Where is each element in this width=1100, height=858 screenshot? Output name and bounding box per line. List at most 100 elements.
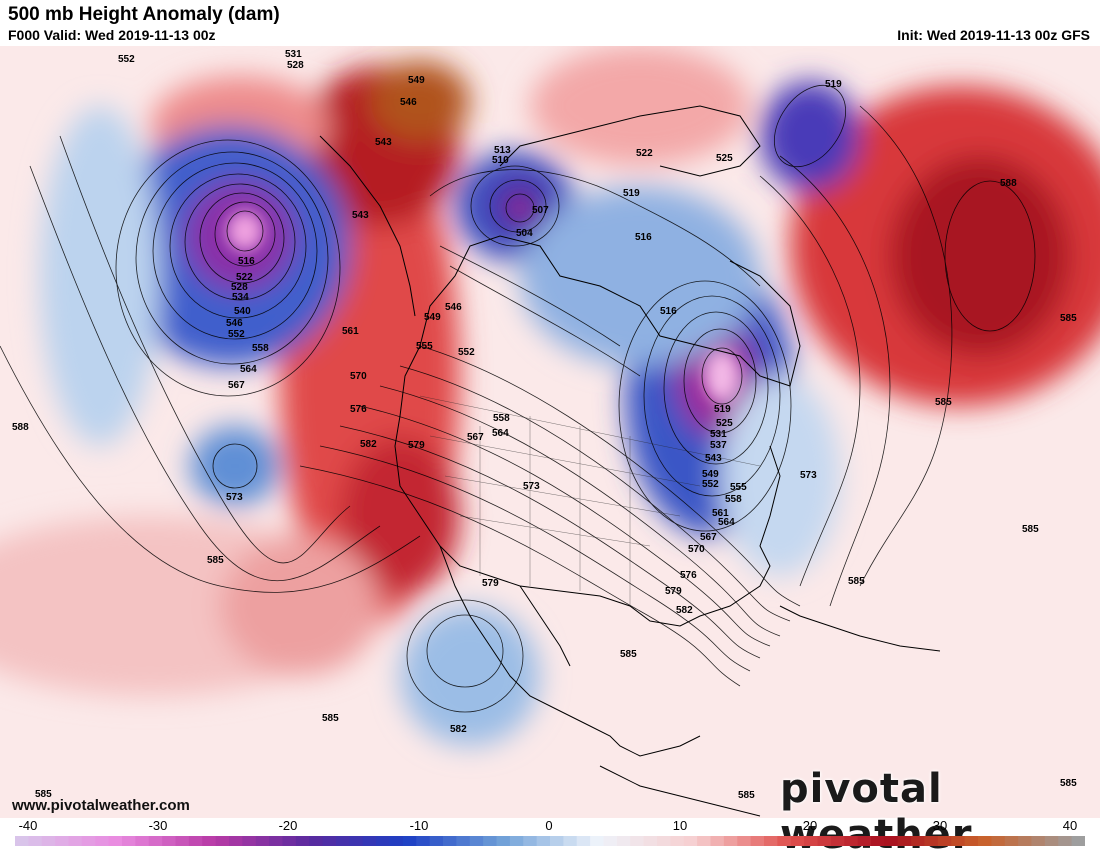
colorbar xyxy=(15,836,1085,846)
colorbar-cell xyxy=(697,836,712,846)
colorbar-cell xyxy=(242,836,257,846)
colorbar-cell xyxy=(229,836,243,846)
colorbar-cell xyxy=(1004,836,1019,846)
coastlines xyxy=(319,105,941,817)
contour-label: 549 xyxy=(424,312,441,323)
colorbar-cell xyxy=(750,836,765,846)
contour-label: 564 xyxy=(492,428,509,439)
contour-label: 570 xyxy=(688,544,705,555)
contour-label: 555 xyxy=(730,482,747,493)
colorbar-tick: 10 xyxy=(672,818,688,833)
contour-label: 555 xyxy=(416,341,433,352)
contour-label: 585 xyxy=(322,713,339,724)
colorbar-cell xyxy=(376,836,391,846)
colorbar-cell xyxy=(322,836,337,846)
colorbar-cell xyxy=(764,836,778,846)
colorbar-tick: -10 xyxy=(409,818,429,833)
colorbar-cell xyxy=(523,836,538,846)
colorbar-cell xyxy=(590,836,605,846)
contour-label: 543 xyxy=(375,137,392,148)
colorbar-cell xyxy=(1044,836,1059,846)
contour-label: 549 xyxy=(702,469,719,480)
colorbar-cell xyxy=(723,836,738,846)
colorbar-cell xyxy=(710,836,725,846)
contour-label: 585 xyxy=(848,576,865,587)
colorbar-cell xyxy=(456,836,471,846)
contour-label: 546 xyxy=(400,97,417,108)
contour-label: 585 xyxy=(1060,313,1077,324)
contour-label: 567 xyxy=(228,380,245,391)
colorbar-cell xyxy=(790,836,805,846)
colorbar-cell xyxy=(991,836,1006,846)
colorbar-cell xyxy=(509,836,524,846)
colorbar-cell xyxy=(937,836,952,846)
contour-label: 585 xyxy=(1060,778,1077,789)
colorbar-cell xyxy=(911,836,926,846)
colorbar-cell xyxy=(616,836,631,846)
valid-time: F000 Valid: Wed 2019-11-13 00z xyxy=(8,27,216,43)
colorbar-tick: 40 xyxy=(1062,818,1078,833)
contour-label: 579 xyxy=(482,578,499,589)
colorbar-cell xyxy=(269,836,284,846)
colorbar-cell xyxy=(122,836,136,846)
source-url: www.pivotalweather.com xyxy=(12,797,190,814)
contour-label: 516 xyxy=(635,232,652,243)
colorbar-cell xyxy=(402,836,417,846)
contour-label: 564 xyxy=(718,517,735,528)
colorbar-cell xyxy=(844,836,859,846)
contour-label: 558 xyxy=(493,413,510,424)
contour-label: 573 xyxy=(523,481,540,492)
contour-label: 585 xyxy=(35,789,52,800)
colorbar-cell xyxy=(202,836,217,846)
contour-label: 516 xyxy=(238,256,255,267)
contour-label: 552 xyxy=(458,347,475,358)
colorbar-cell xyxy=(108,836,123,846)
colorbar-cell xyxy=(389,836,404,846)
colorbar-cell xyxy=(1018,836,1033,846)
map-title: 500 mb Height Anomaly (dam) xyxy=(8,4,280,25)
colorbar-cell xyxy=(95,836,110,846)
contour-label: 570 xyxy=(350,371,367,382)
contour-label: 558 xyxy=(252,343,269,354)
colorbar-cell xyxy=(630,836,645,846)
contour-label: 552 xyxy=(118,54,135,65)
colorbar-cell xyxy=(188,836,203,846)
colorbar-cell xyxy=(951,836,966,846)
political-borders xyxy=(419,395,761,606)
colorbar-cell xyxy=(576,836,591,846)
colorbar-tick: -30 xyxy=(148,818,168,833)
contour-label: 579 xyxy=(408,440,425,451)
init-time: Init: Wed 2019-11-13 00z GFS xyxy=(897,27,1090,43)
colorbar-cell xyxy=(657,836,671,846)
colorbar-cell xyxy=(349,836,364,846)
contour-label: 585 xyxy=(620,649,637,660)
contour-label: 585 xyxy=(1022,524,1039,535)
contour-label: 549 xyxy=(408,75,425,86)
contour-label: 576 xyxy=(680,570,697,581)
contour-label: 585 xyxy=(207,555,224,566)
colorbar-cell xyxy=(469,836,484,846)
contour-label: 510 xyxy=(492,155,509,166)
contour-label: 546 xyxy=(226,318,243,329)
contour-label: 546 xyxy=(445,302,462,313)
contour-label: 531 xyxy=(285,49,302,60)
colorbar-tick: 20 xyxy=(802,818,818,833)
colorbar-tick: -40 xyxy=(18,818,38,833)
contour-label: 540 xyxy=(234,306,251,317)
colorbar-cell xyxy=(603,836,618,846)
contour-label: 588 xyxy=(1000,178,1017,189)
colorbar-cell xyxy=(336,836,350,846)
colorbar-cell xyxy=(295,836,310,846)
contour-label: 582 xyxy=(450,724,467,735)
colorbar-cell xyxy=(28,836,43,846)
contour-label: 522 xyxy=(236,272,253,283)
colorbar-cell xyxy=(683,836,698,846)
contour-label: 516 xyxy=(660,306,677,317)
anomaly-map: 552 531 528 549 546 543 513 510 522 525 … xyxy=(0,46,1100,818)
colorbar-cell xyxy=(1058,836,1073,846)
colorbar-cell xyxy=(536,836,551,846)
colorbar-cell xyxy=(41,836,56,846)
colorbar-tick: 30 xyxy=(932,818,948,833)
contour-label: 585 xyxy=(738,790,755,801)
colorbar-cell xyxy=(68,836,83,846)
